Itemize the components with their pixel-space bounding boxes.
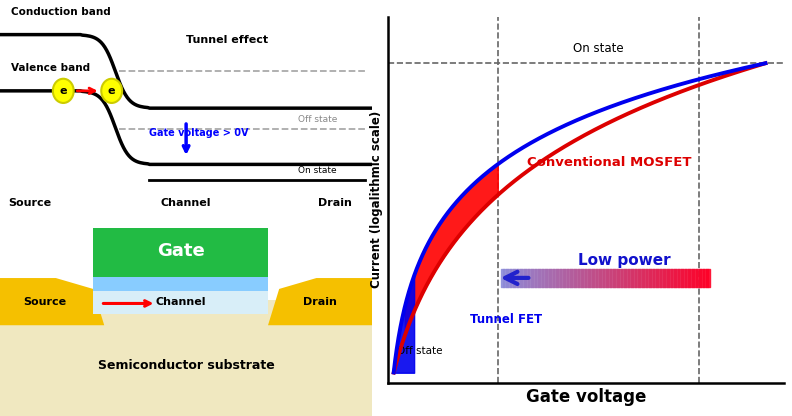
Text: Conventional MOSFET: Conventional MOSFET xyxy=(527,156,691,169)
Text: Off state: Off state xyxy=(298,115,337,124)
Text: On state: On state xyxy=(573,42,623,54)
Text: Valence band: Valence band xyxy=(11,63,90,73)
Text: Gate: Gate xyxy=(157,242,204,260)
Text: Conduction band: Conduction band xyxy=(11,7,111,17)
Text: Source: Source xyxy=(23,297,67,307)
Text: Semiconductor substrate: Semiconductor substrate xyxy=(97,359,275,371)
Bar xyxy=(93,291,268,314)
Text: e: e xyxy=(108,86,116,96)
Text: On state: On state xyxy=(298,166,337,175)
Bar xyxy=(93,228,268,277)
Circle shape xyxy=(101,79,122,103)
X-axis label: Gate voltage: Gate voltage xyxy=(526,388,646,406)
Text: Drain: Drain xyxy=(318,198,352,208)
Text: Source: Source xyxy=(8,198,51,208)
Text: Drain: Drain xyxy=(303,297,337,307)
Polygon shape xyxy=(0,278,105,325)
Text: Channel: Channel xyxy=(155,297,206,307)
Y-axis label: Current (logalithmic scale): Current (logalithmic scale) xyxy=(370,111,383,288)
Text: Off state: Off state xyxy=(398,347,443,357)
Text: Channel: Channel xyxy=(161,198,211,208)
Text: Tunnel FET: Tunnel FET xyxy=(470,313,542,326)
Text: Low power: Low power xyxy=(578,253,671,267)
Bar xyxy=(93,277,268,291)
Text: e: e xyxy=(59,86,67,96)
Text: Tunnel effect: Tunnel effect xyxy=(186,35,268,45)
Bar xyxy=(0,300,372,416)
Circle shape xyxy=(53,79,74,103)
Polygon shape xyxy=(268,278,372,325)
Text: Gate voltage > 0V: Gate voltage > 0V xyxy=(149,128,249,138)
